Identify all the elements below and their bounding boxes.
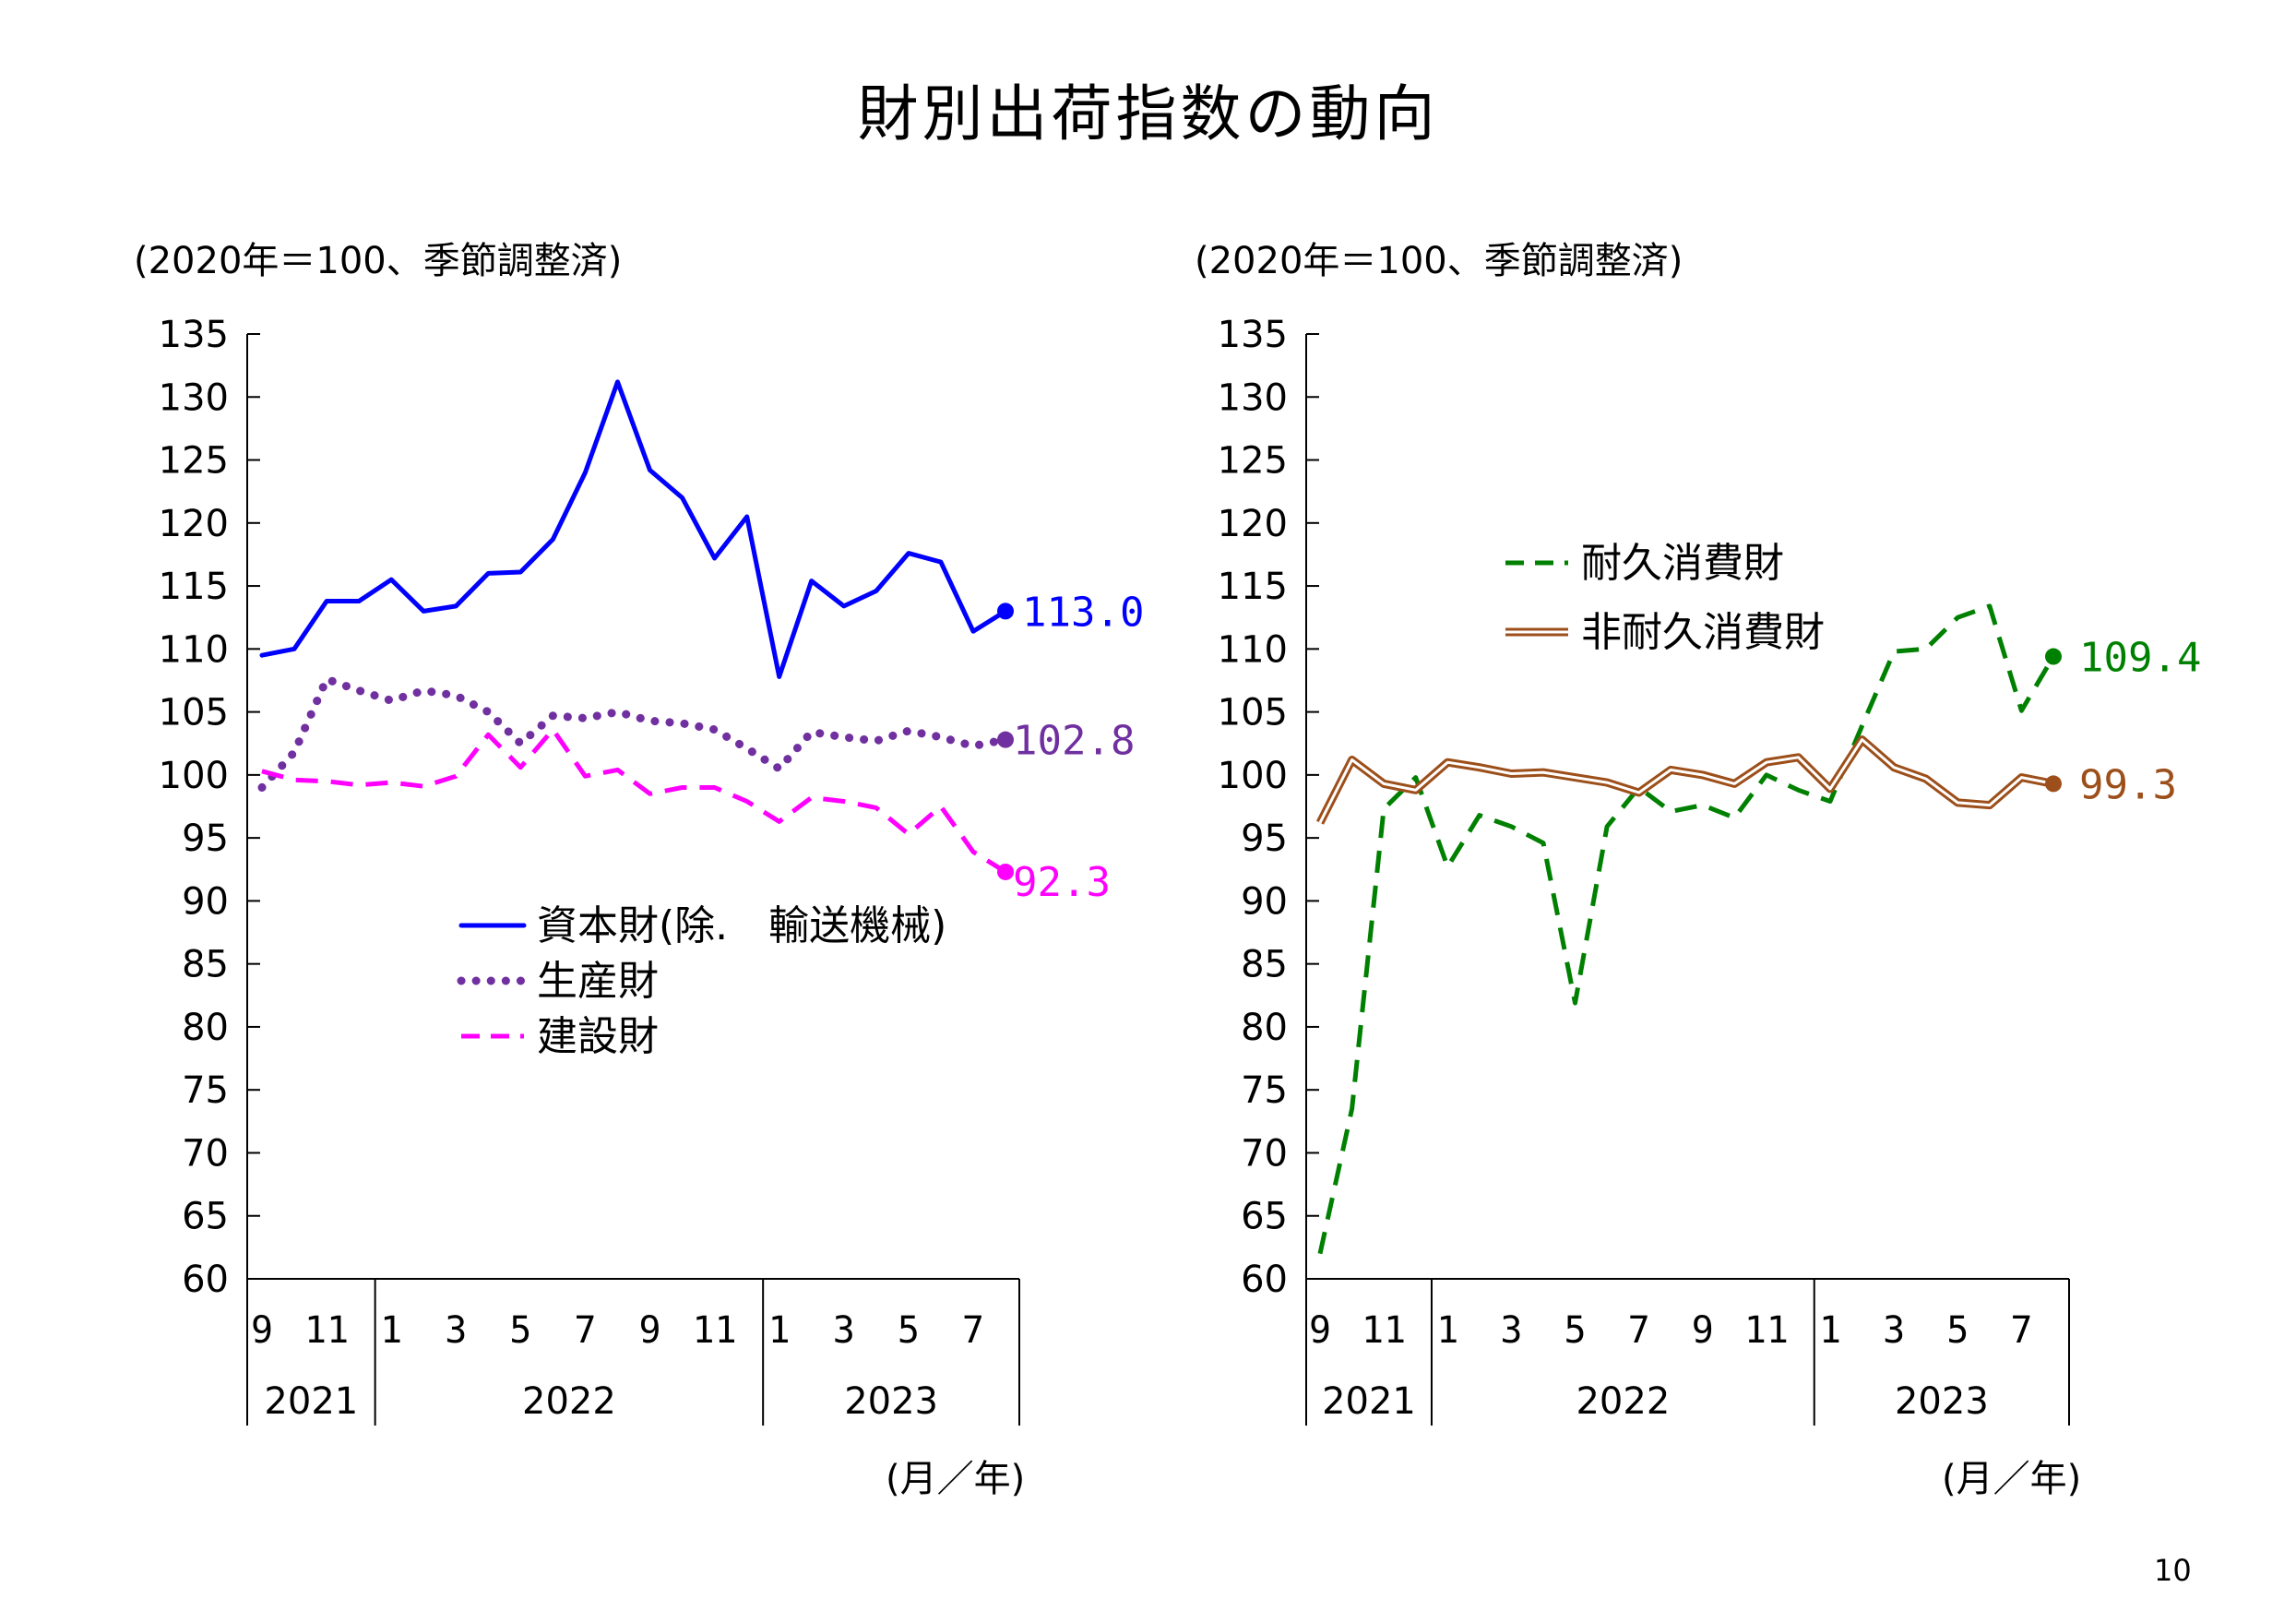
page-title: 財別出荷指数の動向	[857, 78, 1439, 149]
x-month-label: 3	[833, 1309, 855, 1352]
y-tick-label: 60	[1241, 1259, 1288, 1301]
x-month-label: 11	[1362, 1309, 1406, 1352]
x-month-label: 1	[1819, 1309, 1841, 1352]
series-end-marker	[2045, 775, 2062, 793]
x-month-label: 1	[1436, 1309, 1458, 1352]
x-month-label: 9	[1692, 1309, 1714, 1352]
series-line-inner	[1318, 738, 2054, 824]
series-line	[257, 674, 1010, 792]
page-number: 10	[2154, 1553, 2192, 1588]
series-line	[1317, 603, 2056, 1255]
y-tick-label: 125	[1218, 440, 1288, 483]
series-line	[259, 379, 1008, 679]
y-tick-label: 80	[182, 1007, 229, 1049]
series-end-label: 92.3	[1013, 859, 1111, 906]
y-tick-label: 95	[182, 817, 229, 860]
y-tick-label: 130	[1218, 376, 1288, 419]
y-tick-label: 70	[1241, 1132, 1288, 1175]
y-tick-label: 100	[159, 755, 229, 797]
y-tick-label: 85	[1241, 944, 1288, 986]
series-line	[261, 727, 1007, 875]
series-end-marker	[2045, 648, 2062, 665]
y-tick-label: 135	[1218, 314, 1288, 356]
x-month-label: 3	[1500, 1309, 1522, 1352]
y-tick-label: 100	[1218, 755, 1288, 797]
x-year-label: 2022	[1576, 1380, 1670, 1423]
legend-label: 非耐久消費財	[1581, 609, 1825, 656]
x-year-label: 2021	[264, 1380, 358, 1423]
series-end-label: 109.4	[2079, 635, 2201, 682]
y-tick-label: 60	[182, 1259, 229, 1301]
y-tick-label: 85	[182, 944, 229, 986]
x-month-label: 9	[638, 1309, 660, 1352]
x-month-label: 5	[1564, 1309, 1586, 1352]
x-month-label: 11	[304, 1309, 349, 1352]
y-tick-label: 70	[182, 1132, 229, 1175]
x-month-label: 5	[1946, 1309, 1969, 1352]
x-month-label: 7	[962, 1309, 984, 1352]
y-tick-label: 135	[159, 314, 229, 356]
series-end-marker	[997, 731, 1014, 748]
x-month-label: 5	[509, 1309, 531, 1352]
y-tick-label: 120	[159, 503, 229, 545]
series-end-marker	[997, 863, 1014, 880]
y-tick-label: 95	[1241, 817, 1288, 860]
left-chart-x-unit-label: (月／年)	[886, 1458, 1026, 1500]
y-tick-label: 110	[1218, 628, 1288, 671]
y-tick-label: 105	[1218, 692, 1288, 734]
series-end-marker	[997, 603, 1014, 620]
right-chart: 1351301251201151101051009590858075706560…	[1218, 314, 2201, 1426]
series-end-label: 102.8	[1013, 718, 1135, 765]
x-month-label: 3	[1883, 1309, 1905, 1352]
y-tick-label: 90	[1241, 880, 1288, 923]
x-month-label: 9	[1309, 1309, 1331, 1352]
left-chart-unit-label: (2020年＝100、季節調整済)	[134, 240, 623, 282]
right-chart-x-unit-label: (月／年)	[1942, 1458, 2082, 1500]
y-tick-label: 125	[159, 440, 229, 483]
x-year-label: 2023	[844, 1380, 938, 1423]
x-month-label: 5	[898, 1309, 920, 1352]
series-end-label: 113.0	[1022, 589, 1144, 636]
x-month-label: 7	[574, 1309, 596, 1352]
y-tick-label: 80	[1241, 1007, 1288, 1049]
x-month-label: 1	[380, 1309, 402, 1352]
y-tick-label: 75	[1241, 1069, 1288, 1112]
y-tick-label: 65	[182, 1196, 229, 1238]
x-month-label: 1	[768, 1309, 791, 1352]
y-tick-label: 110	[159, 628, 229, 671]
right-chart-unit-label: (2020年＝100、季節調整済)	[1195, 240, 1683, 282]
y-tick-label: 115	[159, 566, 229, 608]
x-month-label: 7	[1628, 1309, 1650, 1352]
y-tick-label: 105	[159, 692, 229, 734]
legend-label: 生産財	[537, 958, 659, 1005]
x-month-label: 9	[251, 1309, 273, 1352]
x-year-label: 2021	[1322, 1380, 1416, 1423]
left-chart: 1351301251201151101051009590858075706560…	[159, 314, 1144, 1426]
y-tick-label: 90	[182, 880, 229, 923]
legend-label: 建設財	[537, 1013, 659, 1060]
y-tick-label: 115	[1218, 566, 1288, 608]
y-tick-label: 65	[1241, 1196, 1288, 1238]
x-month-label: 11	[693, 1309, 737, 1352]
y-tick-label: 120	[1218, 503, 1288, 545]
y-tick-label: 75	[182, 1069, 229, 1112]
x-month-label: 3	[445, 1309, 467, 1352]
x-year-label: 2022	[522, 1380, 616, 1423]
x-month-label: 11	[1744, 1309, 1789, 1352]
y-tick-label: 130	[159, 376, 229, 419]
x-year-label: 2023	[1895, 1380, 1989, 1423]
legend-label: 資本財(除. 輸送機械)	[537, 902, 946, 949]
series-end-label: 99.3	[2079, 761, 2177, 808]
x-month-label: 7	[2010, 1309, 2032, 1352]
legend-label: 耐久消費財	[1581, 540, 1784, 587]
